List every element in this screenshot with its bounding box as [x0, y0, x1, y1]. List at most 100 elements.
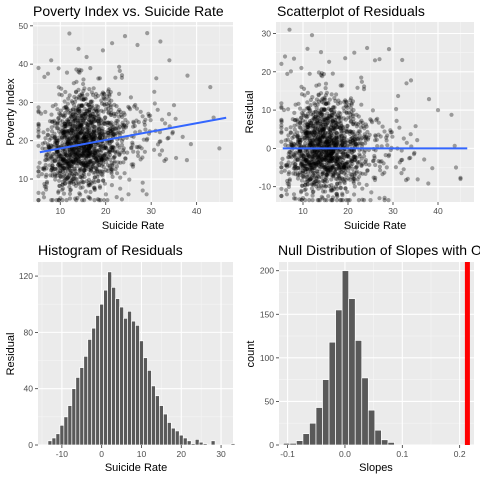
data-point — [350, 140, 355, 145]
data-point — [307, 130, 312, 135]
data-point — [331, 126, 336, 131]
data-point — [324, 138, 329, 143]
data-point — [59, 157, 64, 162]
data-point — [91, 160, 96, 165]
data-point — [361, 124, 366, 129]
data-point — [94, 108, 99, 113]
data-point — [349, 106, 354, 111]
data-point — [363, 138, 368, 143]
data-point — [82, 174, 87, 179]
data-point — [279, 186, 284, 191]
data-point — [65, 141, 70, 146]
data-point — [316, 153, 321, 158]
data-point — [53, 140, 58, 145]
data-point — [309, 132, 314, 137]
data-point — [289, 155, 294, 160]
data-point — [316, 186, 321, 191]
y-axis-label: count — [245, 341, 257, 368]
data-point — [93, 107, 98, 112]
data-point — [77, 153, 82, 158]
data-point — [316, 115, 321, 120]
data-point — [68, 188, 73, 193]
data-point — [320, 170, 325, 175]
data-point — [287, 178, 292, 183]
data-point — [336, 173, 341, 178]
data-point — [87, 117, 92, 122]
data-point — [121, 122, 127, 127]
data-point — [86, 177, 92, 182]
data-point — [68, 159, 73, 165]
data-point — [324, 167, 329, 172]
data-point — [323, 130, 328, 135]
data-point — [292, 166, 297, 171]
data-point — [364, 182, 369, 188]
data-point — [78, 123, 83, 128]
data-point — [140, 180, 145, 185]
data-point — [104, 160, 109, 165]
data-point — [329, 159, 334, 164]
data-point — [114, 126, 119, 131]
data-point — [323, 175, 328, 180]
data-point — [321, 143, 326, 148]
data-point — [77, 161, 82, 166]
data-point — [329, 113, 334, 118]
data-point — [107, 165, 112, 170]
data-point — [340, 154, 346, 159]
data-point — [355, 159, 360, 164]
data-point — [88, 131, 94, 137]
data-point — [313, 138, 318, 143]
data-point — [347, 139, 352, 144]
data-point — [75, 107, 80, 112]
data-point — [300, 183, 305, 188]
data-point — [298, 153, 304, 158]
data-point — [92, 160, 97, 165]
data-point — [327, 152, 332, 157]
data-point — [320, 154, 325, 159]
data-point — [41, 191, 46, 196]
data-point — [325, 116, 330, 121]
data-point — [79, 122, 84, 127]
data-point — [327, 153, 332, 158]
data-point — [79, 102, 84, 108]
data-point — [329, 110, 335, 115]
data-point — [345, 144, 350, 149]
data-point — [111, 132, 116, 137]
data-point — [73, 139, 78, 144]
data-point — [286, 151, 291, 156]
data-point — [48, 173, 53, 178]
data-point — [345, 130, 350, 135]
data-point — [298, 125, 303, 130]
data-point — [105, 156, 110, 162]
data-point — [72, 118, 77, 123]
data-point — [44, 152, 49, 157]
data-point — [111, 111, 117, 116]
histogram-bar — [71, 388, 77, 446]
data-point — [106, 148, 111, 153]
data-point — [87, 110, 92, 115]
data-point — [312, 149, 317, 154]
data-point — [56, 162, 61, 168]
data-point — [314, 162, 319, 167]
data-point — [86, 145, 92, 150]
data-point — [85, 131, 90, 136]
data-point — [60, 128, 65, 134]
data-point — [283, 142, 288, 148]
data-point — [76, 87, 81, 92]
data-point — [42, 165, 47, 170]
data-point — [317, 138, 322, 143]
data-point — [319, 164, 324, 169]
data-point — [56, 138, 61, 143]
data-point — [308, 166, 313, 171]
data-point — [97, 143, 102, 148]
data-point — [62, 121, 68, 126]
data-point — [78, 123, 84, 128]
data-point — [312, 128, 318, 133]
data-point — [346, 110, 351, 115]
data-point — [50, 163, 55, 168]
data-point — [67, 181, 72, 186]
data-point — [82, 135, 87, 140]
data-point — [127, 177, 132, 182]
data-point — [327, 113, 332, 118]
data-point — [305, 130, 310, 135]
data-point — [306, 162, 311, 167]
